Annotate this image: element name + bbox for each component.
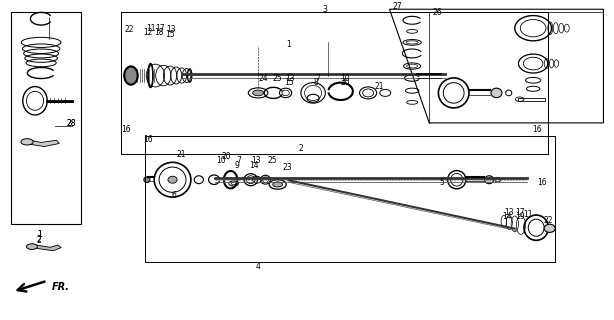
Text: 1: 1 (37, 230, 42, 239)
Text: 22: 22 (543, 216, 553, 225)
Text: 16: 16 (537, 178, 547, 188)
Text: 10: 10 (341, 74, 351, 83)
Text: 28: 28 (67, 119, 76, 128)
Polygon shape (31, 244, 61, 251)
Text: 27: 27 (392, 2, 402, 11)
Text: 5: 5 (439, 178, 444, 188)
Text: 11: 11 (146, 24, 156, 33)
Text: 21: 21 (375, 82, 384, 91)
Ellipse shape (484, 176, 494, 184)
Ellipse shape (491, 88, 502, 98)
Text: 1: 1 (286, 40, 291, 49)
Text: 18: 18 (154, 28, 164, 37)
Text: 10: 10 (217, 156, 226, 165)
Text: 13: 13 (251, 156, 260, 165)
Text: 21: 21 (177, 150, 187, 159)
Text: 14: 14 (503, 212, 512, 221)
Text: 6: 6 (171, 191, 176, 200)
Text: 4: 4 (255, 262, 260, 271)
Text: 2: 2 (37, 235, 42, 244)
Text: 15: 15 (284, 78, 293, 87)
Text: 28: 28 (67, 119, 76, 128)
Text: 25: 25 (268, 156, 278, 165)
Text: 9: 9 (235, 161, 239, 170)
Polygon shape (25, 139, 60, 147)
Text: 3: 3 (323, 5, 328, 14)
Text: 12: 12 (143, 28, 153, 37)
Text: 26: 26 (433, 8, 443, 17)
Text: 8: 8 (314, 78, 319, 87)
Bar (518, 98, 545, 101)
Text: 20: 20 (222, 153, 231, 162)
Text: 22: 22 (125, 25, 134, 34)
Circle shape (21, 139, 33, 145)
Ellipse shape (273, 182, 282, 187)
Text: 16: 16 (532, 125, 542, 134)
Circle shape (26, 244, 37, 250)
Text: 1: 1 (37, 230, 42, 239)
Text: 19: 19 (515, 212, 524, 221)
Ellipse shape (168, 176, 177, 183)
Ellipse shape (124, 66, 138, 85)
Text: 7: 7 (315, 74, 320, 83)
Text: 15: 15 (165, 30, 175, 39)
Text: 23: 23 (282, 163, 292, 172)
Text: 13: 13 (166, 25, 176, 34)
Text: 17: 17 (155, 24, 165, 33)
Ellipse shape (544, 224, 555, 232)
Text: 13: 13 (285, 74, 295, 83)
Text: 2: 2 (298, 144, 303, 153)
Text: 20: 20 (341, 78, 351, 87)
Text: 13: 13 (504, 208, 513, 217)
Text: 14: 14 (250, 161, 259, 170)
Text: FR.: FR. (52, 282, 69, 292)
Bar (10, 12, 81, 224)
Ellipse shape (144, 177, 150, 182)
Text: 25: 25 (273, 74, 282, 83)
Text: 16: 16 (122, 125, 131, 134)
Text: 24: 24 (258, 74, 268, 83)
Text: 11: 11 (524, 210, 533, 219)
Ellipse shape (252, 90, 263, 96)
Text: 7: 7 (236, 156, 241, 165)
Text: 16: 16 (143, 135, 153, 144)
Text: 17: 17 (515, 208, 524, 217)
Text: 2: 2 (37, 236, 42, 245)
